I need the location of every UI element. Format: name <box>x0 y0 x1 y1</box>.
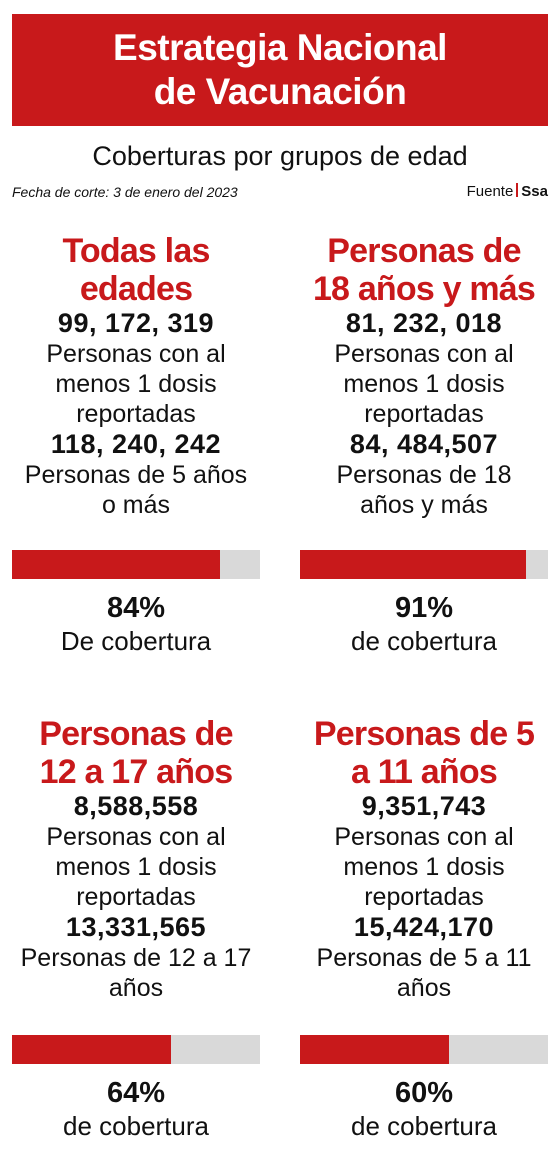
vaccinated-desc-3: reportadas <box>364 883 484 911</box>
panel-title-line-1: Personas de 5 <box>313 715 535 753</box>
title-banner: Estrategia Nacional de Vacunación <box>12 14 548 126</box>
source-label: Fuente <box>466 183 514 200</box>
population-desc-2: años <box>108 974 164 1002</box>
coverage-bar-fill <box>300 1035 449 1064</box>
vaccinated-desc-1: Personas con al <box>46 340 226 368</box>
title-line-2: de Vacunación <box>153 71 407 112</box>
coverage-bar <box>12 1035 260 1064</box>
coverage-text: De cobertura <box>60 626 212 656</box>
coverage-bar <box>300 550 548 579</box>
panel-title-line-1: Personas de <box>327 232 521 270</box>
coverage-bar-fill <box>12 1035 171 1064</box>
title-line-1: Estrategia Nacional <box>113 27 447 68</box>
coverage-bar <box>300 1035 548 1064</box>
population-count: 13,331,565 <box>65 912 207 942</box>
vaccinated-desc-1: Personas con al <box>334 340 514 368</box>
panel-12-17: Personas de 12 a 17 años 8,588,558 Perso… <box>0 715 272 1003</box>
vaccinated-desc-2: menos 1 dosis <box>343 853 505 881</box>
coverage-bar-fill <box>12 550 221 579</box>
population-desc-2: o más <box>101 491 171 519</box>
population-count: 15,424,170 <box>353 912 495 942</box>
population-desc-2: años y más <box>360 491 488 519</box>
vaccinated-desc-2: menos 1 dosis <box>343 370 505 398</box>
panel-title-line-2: a 11 años <box>351 753 498 791</box>
vaccinated-desc-3: reportadas <box>76 400 196 428</box>
vaccinated-desc-2: menos 1 dosis <box>55 853 217 881</box>
panel-title-line-2: edades <box>79 270 193 308</box>
cutoff-date: Fecha de corte: 3 de enero del 2023 <box>12 184 238 200</box>
coverage-bar <box>12 550 260 579</box>
vaccinated-desc-3: reportadas <box>364 400 484 428</box>
coverage-bar-fill <box>300 550 526 579</box>
coverage-text: de cobertura <box>351 1111 497 1141</box>
coverage-percent: 60% <box>394 1077 454 1109</box>
coverage-text: de cobertura <box>351 626 497 656</box>
coverage-text: de cobertura <box>63 1111 209 1141</box>
source-separator <box>516 183 519 197</box>
panel-all-ages: Todas las edades 99, 172, 319 Personas c… <box>0 232 272 520</box>
vaccinated-desc-1: Personas con al <box>334 823 514 851</box>
vaccinated-count: 81, 232, 018 <box>345 308 503 338</box>
source-org: Ssa <box>521 183 548 200</box>
vaccinated-count: 9,351,743 <box>361 791 487 821</box>
subtitle: Coberturas por grupos de edad <box>92 141 468 171</box>
vaccinated-count: 99, 172, 319 <box>57 308 215 338</box>
vaccinated-desc-2: menos 1 dosis <box>55 370 217 398</box>
population-count: 84, 484,507 <box>349 429 499 459</box>
source-credit: Fuente Ssa <box>467 183 548 201</box>
coverage-percent: 84% <box>106 592 166 624</box>
population-desc-1: Personas de 5 años <box>24 461 248 489</box>
population-desc-2: años <box>396 974 452 1002</box>
panel-title-line-1: Personas de <box>39 715 233 753</box>
vaccinated-desc-3: reportadas <box>76 883 196 911</box>
population-desc-1: Personas de 18 <box>336 461 512 489</box>
panel-5-11: Personas de 5 a 11 años 9,351,743 Person… <box>288 715 560 1003</box>
panel-18-plus: Personas de 18 años y más 81, 232, 018 P… <box>288 232 560 520</box>
coverage-percent: 91% <box>394 592 454 624</box>
panel-title-line-2: 18 años y más <box>312 270 536 308</box>
panel-title-line-1: Todas las <box>62 232 210 270</box>
population-desc-1: Personas de 5 a 11 <box>316 944 532 972</box>
vaccinated-count: 8,588,558 <box>73 791 199 821</box>
coverage-percent: 64% <box>106 1077 166 1109</box>
panel-title-line-2: 12 a 17 años <box>39 753 233 791</box>
population-count: 118, 240, 242 <box>50 429 222 459</box>
population-desc-1: Personas de 12 a 17 <box>20 944 252 972</box>
vaccinated-desc-1: Personas con al <box>46 823 226 851</box>
